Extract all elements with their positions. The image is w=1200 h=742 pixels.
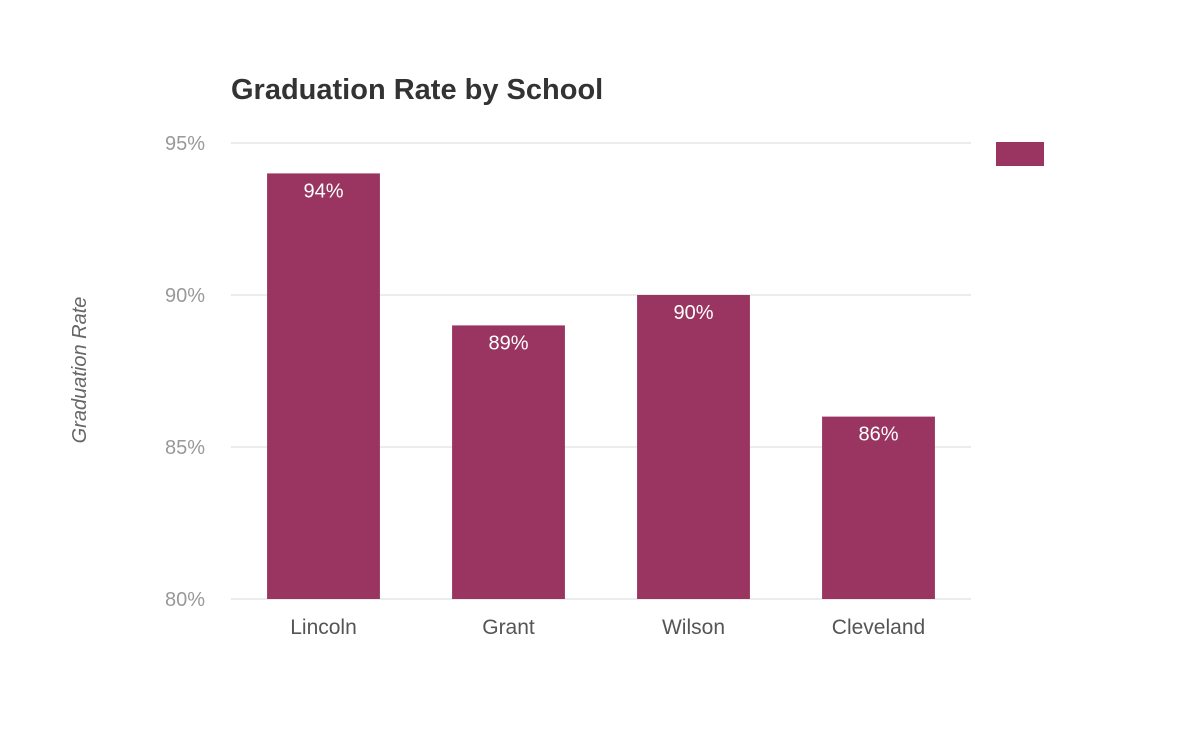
data-label: 89% <box>488 332 528 354</box>
x-tick-label: Cleveland <box>832 616 925 639</box>
data-label: 90% <box>673 302 713 324</box>
data-label: 86% <box>858 424 898 446</box>
bar <box>822 416 935 599</box>
y-tick-label: 85% <box>165 437 205 459</box>
x-tick-label: Grant <box>482 616 535 639</box>
bar <box>452 325 565 599</box>
bars <box>267 173 935 599</box>
bar <box>637 295 750 599</box>
chart-title: Graduation Rate by School <box>231 74 603 106</box>
y-tick-label: 90% <box>165 285 205 307</box>
data-label: 94% <box>303 180 343 202</box>
y-tick-label: 80% <box>165 589 205 611</box>
x-tick-label: Lincoln <box>290 616 357 639</box>
bar <box>267 173 380 599</box>
data-labels: 94% 89% 90% 86% <box>303 180 898 445</box>
y-tick-label: 95% <box>165 133 205 155</box>
x-axis-ticks: Lincoln Grant Wilson Cleveland <box>290 616 925 639</box>
legend-swatch <box>996 142 1044 166</box>
y-axis-ticks: 80% 85% 90% 95% <box>165 133 205 611</box>
y-axis-label: Graduation Rate <box>69 297 91 444</box>
legend <box>996 142 1044 166</box>
x-tick-label: Wilson <box>662 616 725 639</box>
